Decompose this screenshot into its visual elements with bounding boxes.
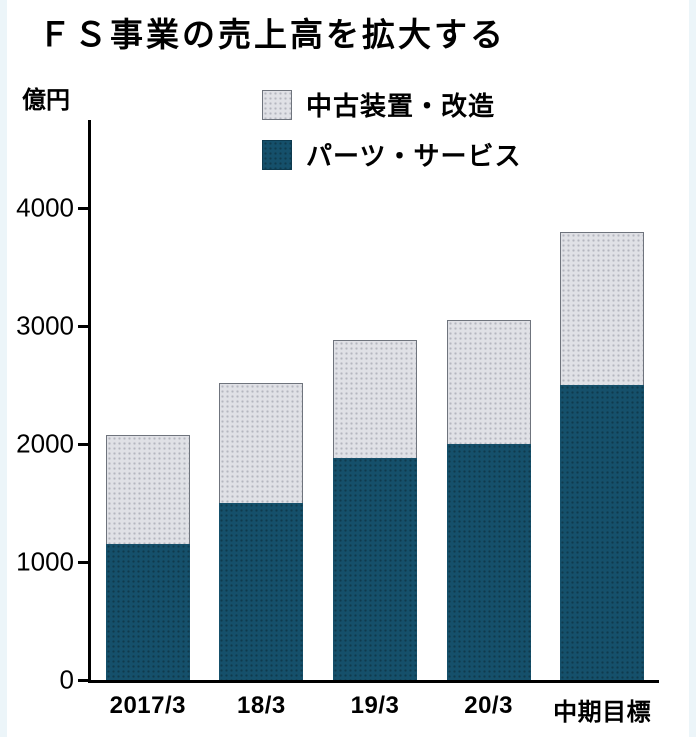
x-axis-label-19/3: 19/3 bbox=[350, 692, 400, 719]
legend: 中古装置・改造 パーツ・サービス bbox=[262, 86, 521, 173]
bar-segment-used-equipment bbox=[560, 231, 645, 385]
y-tick-mark bbox=[78, 678, 88, 682]
x-axis-label-中期目標: 中期目標 bbox=[553, 699, 652, 726]
bar-segment-used-equipment bbox=[332, 340, 417, 459]
plot-area: 2017/3 18/3 19/3 20/3 中期目標 0 1000 2000 3000 4000 bbox=[16, 120, 659, 726]
y-tick-mark bbox=[78, 206, 88, 210]
bar-segment-used-equipment bbox=[105, 434, 190, 545]
x-axis-label-20/3: 20/3 bbox=[464, 692, 513, 719]
page-edge-left bbox=[0, 0, 7, 737]
y-tick-mark bbox=[78, 442, 88, 446]
legend-label-used-equipment: 中古装置・改造 bbox=[306, 91, 496, 121]
y-axis-unit-label: 億円 bbox=[22, 87, 70, 114]
legend-swatch-used-equipment bbox=[262, 89, 292, 120]
legend-item-used-equipment: 中古装置・改造 bbox=[262, 86, 521, 123]
x-axis-label-2017/3: 2017/3 bbox=[109, 692, 186, 719]
bar-2017/3: 2017/3 bbox=[105, 120, 190, 719]
y-tick-mark bbox=[78, 324, 88, 328]
chart-title: ＦＳ事業の売上高を拡大する bbox=[38, 16, 506, 53]
bar-segment-parts-service bbox=[332, 458, 417, 680]
bar-中期目標: 中期目標 bbox=[553, 120, 651, 726]
bar-segment-used-equipment bbox=[446, 320, 531, 444]
bar-18/3: 18/3 bbox=[219, 120, 304, 719]
legend-swatch-parts-service bbox=[262, 139, 292, 170]
bar-segment-used-equipment bbox=[219, 382, 304, 503]
y-tick-label-0: 0 bbox=[59, 664, 74, 695]
legend-label-parts-service: パーツ・サービス bbox=[306, 141, 522, 171]
bar-segment-parts-service bbox=[105, 544, 190, 680]
bar-segment-parts-service bbox=[219, 503, 304, 680]
y-tick-label-3000: 3000 bbox=[16, 310, 74, 341]
y-tick-label-1000: 1000 bbox=[16, 546, 74, 577]
bars-container: 2017/3 18/3 19/3 20/3 中期目標 bbox=[91, 120, 659, 726]
y-tick-mark bbox=[78, 560, 88, 564]
bar-segment-parts-service bbox=[446, 444, 531, 680]
bar-20/3: 20/3 bbox=[446, 120, 531, 719]
y-tick-label-2000: 2000 bbox=[16, 428, 74, 459]
legend-item-parts-service: パーツ・サービス bbox=[262, 136, 521, 173]
page-edge-right bbox=[689, 0, 696, 737]
bar-19/3: 19/3 bbox=[332, 120, 417, 719]
bar-segment-parts-service bbox=[560, 385, 645, 680]
x-axis-label-18/3: 18/3 bbox=[237, 692, 286, 719]
y-tick-label-4000: 4000 bbox=[16, 192, 74, 223]
